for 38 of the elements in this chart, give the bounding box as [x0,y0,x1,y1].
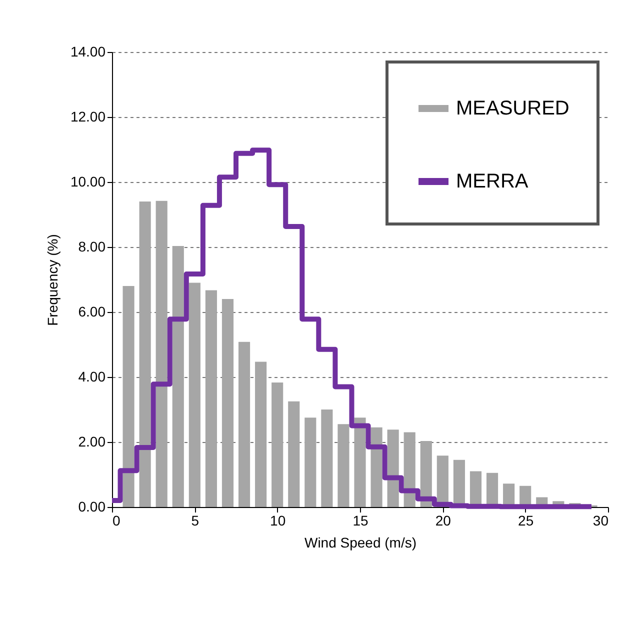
y-tick-label: 4.00 [78,368,106,384]
bar [122,286,134,507]
bar [370,427,382,507]
bar [338,424,350,507]
bar [172,246,184,507]
x-tick-label: 25 [518,512,534,528]
x-tick-label: 0 [112,512,120,528]
y-tick-label: 10.00 [70,174,106,190]
x-axis-title: Wind Speed (m/s) [304,534,417,550]
x-tick-label: 15 [352,512,368,528]
x-tick-label: 5 [191,512,200,528]
y-tick-label: 6.00 [78,304,106,320]
bar [156,200,168,507]
bar [304,418,316,507]
legend-label: MEASURED [456,98,570,120]
x-tick-label: 20 [435,512,452,528]
bar [205,290,217,507]
bar [404,432,416,507]
bar [238,342,250,507]
legend-label: MERRA [456,170,529,192]
y-tick-label: 0.00 [78,498,106,514]
bar [420,441,432,507]
bar [387,430,399,507]
bar [139,202,151,507]
bar [255,362,267,507]
y-tick-label: 12.00 [70,108,106,124]
y-tick-label: 2.00 [78,434,106,450]
y-axis-title: Frequency (%) [44,234,60,326]
bar [272,382,284,507]
x-tick-label: 30 [592,512,609,528]
bar [188,282,200,507]
y-tick-label: 14.00 [70,44,106,60]
bar [288,401,300,507]
y-tick-label: 8.00 [78,238,106,254]
bar [321,410,333,507]
bar [354,418,366,507]
x-tick-label: 10 [270,512,286,528]
bar [222,299,234,507]
